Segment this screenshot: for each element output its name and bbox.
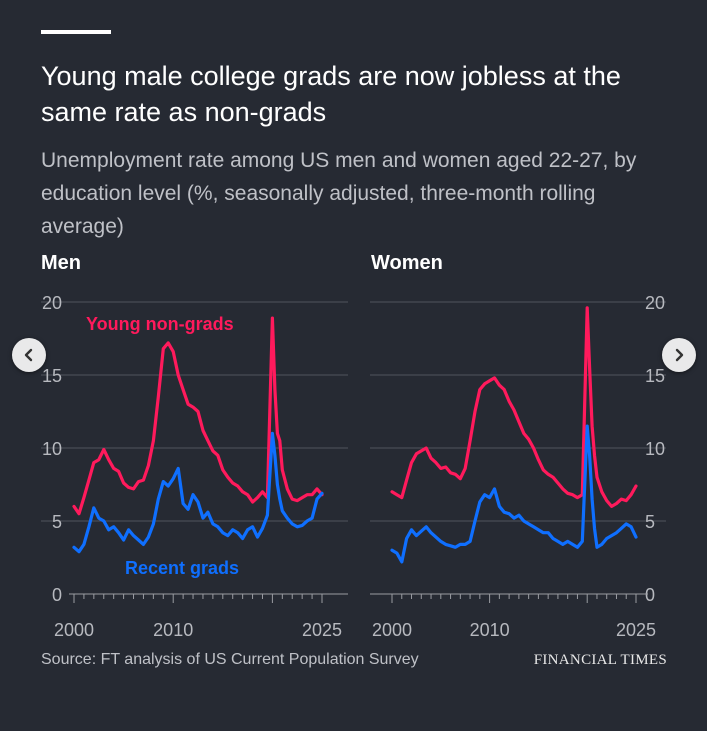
panel-title-women: Women [371,252,443,274]
y-tick-label: 15 [645,366,665,386]
series-line-young-non-grads [390,306,638,508]
next-button[interactable] [662,338,696,372]
y-tick-label: 20 [42,293,62,313]
series-annotation: Recent grads [125,558,239,578]
chart-title: Young male college grads are now jobless… [41,61,621,127]
panel-men: 0 5 10 15 20 2000 2010 2025 Young non-grads Recen… [41,293,348,640]
series-line-recent-grads [390,424,638,564]
x-tick-label: 2000 [54,620,94,640]
y-tick-label: 15 [42,366,62,386]
y-tick-label: 10 [645,439,665,459]
header-rule [41,30,111,34]
x-tick-label: 2010 [470,620,510,640]
x-tick-label: 2000 [372,620,412,640]
series-line-young-non-grads [72,316,324,516]
x-tick-label: 2025 [302,620,342,640]
publisher-logo: FINANCIAL TIMES [533,652,667,668]
previous-button[interactable] [12,338,46,372]
panel-title-men: Men [41,252,81,274]
series-annotation: Young non-grads [86,314,234,334]
x-tick-label: 2025 [616,620,656,640]
x-tick-label: 2010 [153,620,193,640]
y-tick-label: 0 [645,585,655,605]
chevron-right-icon [675,348,684,362]
panel-women: 0 5 10 15 20 2000 2010 2025 [370,293,666,640]
y-tick-label: 20 [645,293,665,313]
y-tick-label: 5 [52,512,62,532]
series-line-recent-grads [72,431,324,554]
y-tick-label: 5 [645,512,655,532]
y-tick-label: 0 [52,585,62,605]
source-note: Source: FT analysis of US Current Popula… [41,651,419,668]
y-tick-label: 10 [42,439,62,459]
chart-subtitle: Unemployment rate among US men and women… [41,149,637,238]
chevron-left-icon [24,348,33,362]
